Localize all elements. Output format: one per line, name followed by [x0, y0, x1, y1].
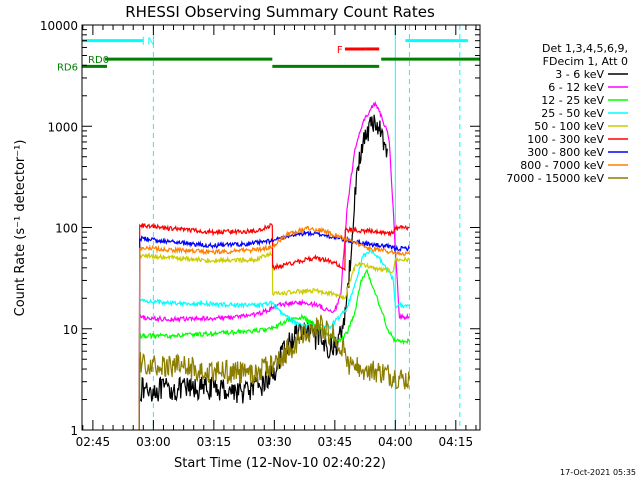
x-tick-label-04-00: 04:00 — [378, 435, 413, 449]
timestamp-footer: 17-Oct-2021 05:35 — [560, 468, 636, 477]
y-tick-label-10: 10 — [63, 323, 78, 337]
state-label-n: N — [147, 37, 154, 48]
axes: 02:45 03:00 03:15 03:30 03:45 04:00 04:15 1 10 10… — [40, 19, 480, 449]
legend-label-300-800-kev: 300 - 800 keV — [527, 146, 604, 159]
legend: Det 1,3,4,5,6,9,FDecim 1, Att 03 - 6 keV… — [506, 42, 628, 185]
series-line-25-50-kev — [138, 249, 410, 431]
series-line-100-300-kev — [138, 222, 410, 431]
chart-title: RHESSI Observing Summary Count Rates — [125, 3, 435, 21]
legend-label-800-7000-kev: 800 - 7000 keV — [520, 159, 604, 172]
legend-label-6-12-kev: 6 - 12 keV — [548, 81, 604, 94]
legend-label-25-50-kev: 25 - 50 keV — [541, 107, 604, 120]
state-label-rd0: RD0 — [88, 55, 109, 66]
series-line-50-100-kev — [138, 250, 410, 431]
legend-header-2: FDecim 1, Att 0 — [543, 55, 628, 68]
legend-label-7000-15000-kev: 7000 - 15000 keV — [506, 172, 604, 185]
state-label-f: F — [337, 45, 343, 56]
x-tick-label-03-00: 03:00 — [136, 435, 171, 449]
legend-header-1: Det 1,3,4,5,6,9, — [542, 42, 628, 55]
x-axis-label: Start Time (12-Nov-10 02:40:22) — [174, 456, 386, 471]
x-tick-label-03-15: 03:15 — [197, 435, 232, 449]
series-line-300-800-kev — [138, 229, 410, 431]
y-tick-label-1: 1 — [70, 424, 78, 438]
series-lines — [138, 100, 410, 431]
y-tick-label-100: 100 — [55, 222, 78, 236]
x-tick-label-03-45: 03:45 — [318, 435, 353, 449]
legend-label-3-6-kev: 3 - 6 keV — [555, 68, 604, 81]
x-tick-label-04-15: 04:15 — [439, 435, 474, 449]
legend-label-12-25-kev: 12 - 25 keV — [541, 94, 604, 107]
series-line-12-25-kev — [138, 268, 410, 431]
series-line-7000-15000-kev — [138, 314, 410, 431]
x-tick-label-03-30: 03:30 — [257, 435, 292, 449]
series-line-800-7000-kev — [138, 226, 410, 431]
y-axis-label: Count Rate (s⁻¹ detector⁻¹) — [13, 140, 28, 317]
state-bars: N F RD0 RD6 — [57, 36, 480, 73]
legend-label-50-100-kev: 50 - 100 keV — [534, 120, 604, 133]
y-tick-label-1000: 1000 — [47, 120, 78, 134]
x-tick-label-02-45: 02:45 — [76, 435, 111, 449]
state-label-rd6: RD6 — [57, 62, 78, 73]
y-tick-label-10000: 10000 — [40, 19, 78, 33]
legend-label-100-300-kev: 100 - 300 keV — [527, 133, 604, 146]
